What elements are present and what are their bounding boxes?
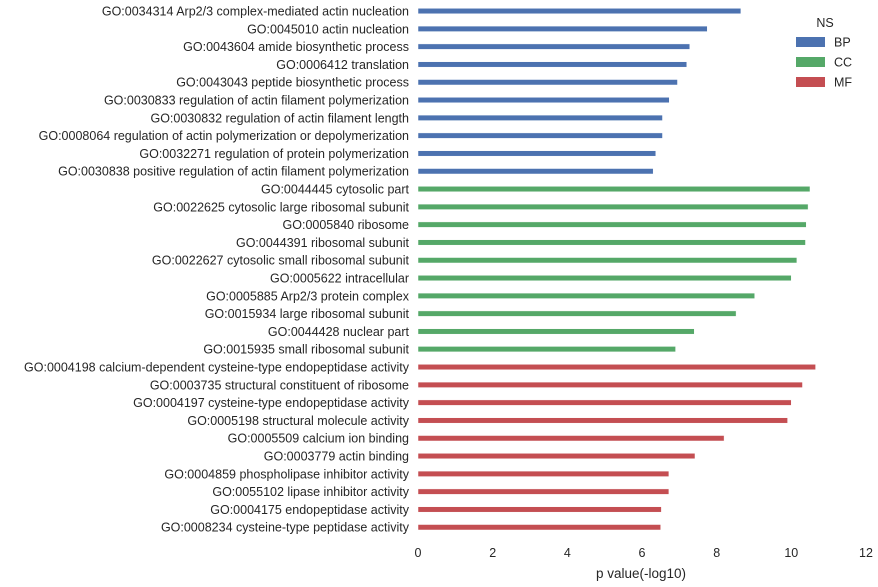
category-label: GO:0008064 regulation of actin polymeriz… (39, 129, 409, 143)
legend-title: NS (816, 16, 833, 30)
x-tick-label: 4 (564, 546, 571, 560)
category-label: GO:0045010 actin nucleation (247, 22, 409, 36)
bar-cc (417, 203, 809, 210)
bar-bp (417, 79, 678, 86)
bar-cc (417, 275, 792, 282)
category-label: GO:0003735 structural constituent of rib… (150, 378, 409, 392)
bar-mf (417, 399, 792, 406)
category-label: GO:0005885 Arp2/3 protein complex (206, 289, 410, 303)
bar-cc (417, 328, 695, 335)
category-label: GO:0005198 structural molecule activity (187, 414, 409, 428)
category-label: GO:0055102 lipase inhibitor activity (212, 485, 409, 499)
category-label: GO:0015935 small ribosomal subunit (203, 343, 409, 357)
bar-bp (417, 43, 691, 50)
bar-bp (417, 25, 708, 32)
bar-mf (417, 381, 803, 388)
category-label: GO:0004197 cysteine-type endopeptidase a… (133, 396, 410, 410)
category-label: GO:0044391 ribosomal subunit (236, 236, 410, 250)
legend[interactable]: NS BP CC MF (796, 16, 852, 90)
category-label: GO:0044445 cytosolic part (261, 183, 410, 197)
x-tick-label: 2 (489, 546, 496, 560)
category-label: GO:0022627 cytosolic small ribosomal sub… (152, 254, 410, 268)
bar-cc (417, 292, 755, 299)
bar-mf (417, 453, 696, 460)
category-label: GO:0043043 peptide biosynthetic process (176, 76, 409, 90)
category-label: GO:0022625 cytosolic large ribosomal sub… (153, 200, 409, 214)
bar-mf (417, 506, 662, 513)
category-label: GO:0030838 positive regulation of actin … (58, 165, 409, 179)
legend-label-bp: BP (834, 36, 851, 50)
legend-swatch-cc (796, 57, 825, 67)
x-tick-label: 0 (415, 546, 422, 560)
category-label: GO:0005840 ribosome (283, 218, 410, 232)
bar-bp (417, 61, 688, 68)
bar-bp (417, 97, 670, 104)
bar-bp (417, 168, 654, 175)
bar-bp (417, 114, 663, 121)
legend-label-mf: MF (834, 76, 852, 90)
category-labels: GO:0034314 Arp2/3 complex-mediated actin… (24, 5, 410, 535)
bar-mf (417, 435, 725, 442)
bar-cc (417, 239, 806, 246)
bar-cc (417, 186, 811, 193)
bar-mf (417, 524, 661, 531)
legend-swatch-bp (796, 37, 825, 47)
bar-cc (417, 221, 807, 228)
category-label: GO:0004175 endopeptidase activity (210, 503, 409, 517)
category-label: GO:0004859 phospholipase inhibitor activ… (164, 467, 409, 481)
bar-mf (417, 364, 816, 371)
bars-layer (417, 8, 816, 531)
x-tick-label: 6 (639, 546, 646, 560)
x-tick-label: 12 (859, 546, 873, 560)
category-label: GO:0030833 regulation of actin filament … (104, 94, 409, 108)
bar-bp (417, 8, 742, 15)
category-label: GO:0005509 calcium ion binding (228, 432, 409, 446)
bar-bp (417, 132, 663, 139)
category-label: GO:0030832 regulation of actin filament … (150, 111, 409, 125)
x-tick-label: 8 (713, 546, 720, 560)
category-label: GO:0003779 actin binding (264, 450, 409, 464)
bar-cc (417, 257, 798, 264)
category-label: GO:0044428 nuclear part (268, 325, 410, 339)
x-axis-ticks: 0 2 4 6 8 10 12 (415, 546, 873, 560)
bar-mf (417, 417, 788, 424)
category-label: GO:0032271 regulation of protein polymer… (139, 147, 409, 161)
bar-mf (417, 488, 670, 495)
x-axis-title: p value(-log10) (596, 566, 686, 581)
category-label: GO:0015934 large ribosomal subunit (205, 307, 410, 321)
bar-mf (417, 470, 670, 477)
bar-cc (417, 310, 737, 317)
legend-swatch-mf (796, 77, 825, 87)
category-label: GO:0004198 calcium-dependent cysteine-ty… (24, 361, 410, 375)
bar-cc (417, 346, 676, 353)
category-label: GO:0008234 cysteine-type peptidase activ… (161, 521, 410, 535)
x-tick-label: 10 (784, 546, 798, 560)
category-label: GO:0005622 intracellular (270, 272, 409, 286)
legend-label-cc: CC (834, 56, 852, 70)
category-label: GO:0006412 translation (276, 58, 409, 72)
bar-bp (417, 150, 657, 157)
legend-items: BP CC MF (796, 36, 852, 90)
category-label: GO:0034314 Arp2/3 complex-mediated actin… (102, 5, 409, 19)
category-label: GO:0043604 amide biosynthetic process (183, 40, 409, 54)
